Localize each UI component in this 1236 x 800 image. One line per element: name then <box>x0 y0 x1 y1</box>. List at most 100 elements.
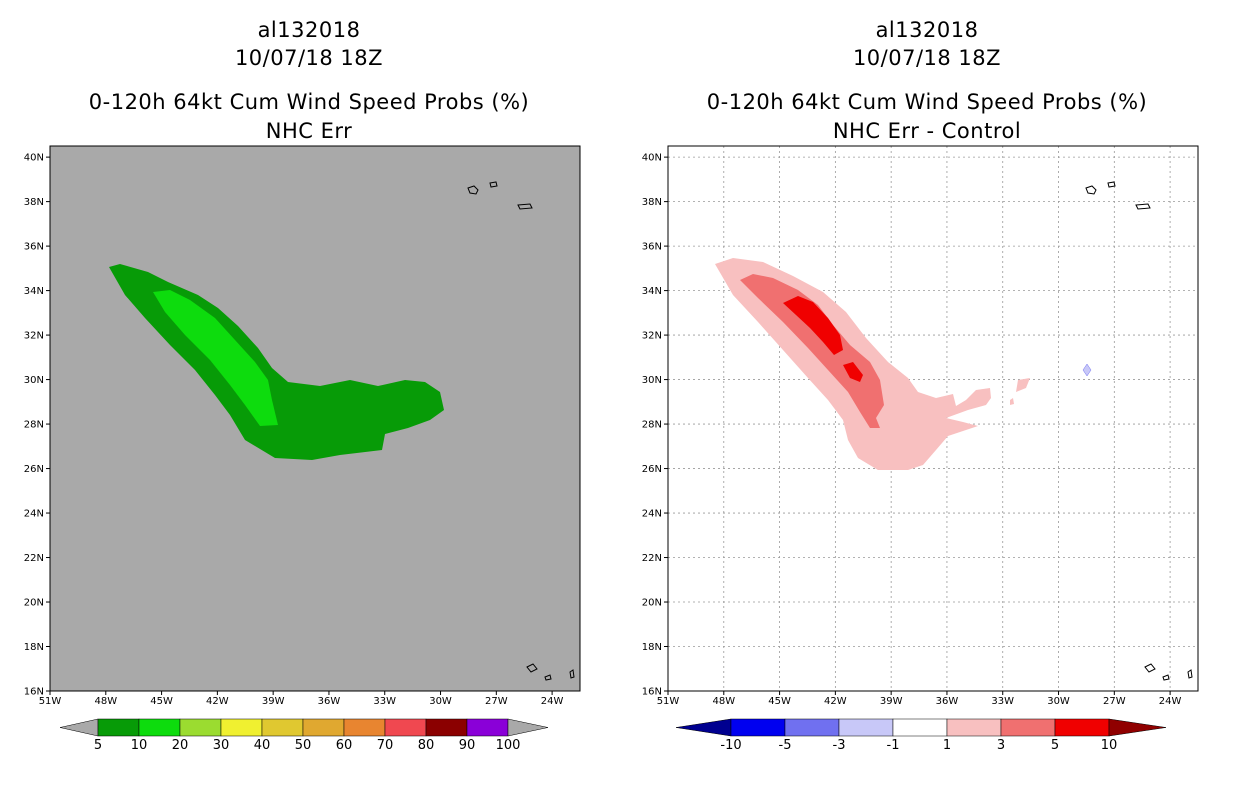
lat-tick-label: 40N <box>24 153 44 164</box>
map-right: 40N38N36N34N32N30N28N26N24N22N20N18N16N5… <box>642 145 1199 753</box>
lat-tick-label: 20N <box>642 598 662 609</box>
diff-contour-5b <box>843 362 863 382</box>
colorbar: 5 10 20 30 40 50 60 70 80 90 100 <box>59 718 549 753</box>
colorbar-right-arrow <box>507 718 549 737</box>
lon-tick-label: 24W <box>541 696 564 707</box>
lat-tick-label: 24N <box>24 509 44 520</box>
lon-tick-label: 27W <box>485 696 508 707</box>
colorbar-box <box>466 718 509 737</box>
product-title: 0-120h 64kt Cum Wind Speed Probs (%) <box>88 90 530 114</box>
lon-tick-label: 42W <box>206 696 229 707</box>
lat-tick-label: 34N <box>24 286 44 297</box>
lon-tick-label: 48W <box>712 696 735 707</box>
lat-tick-label: 30N <box>24 375 44 386</box>
lon-tick-label: 24W <box>1159 696 1182 707</box>
colorbar-box <box>302 718 345 737</box>
colorbar-label: 5 <box>94 738 102 753</box>
colorbar-label: -3 <box>833 738 846 753</box>
lat-tick-label: 18N <box>642 642 662 653</box>
island-canary-3 <box>1187 669 1193 679</box>
island-canary-1 <box>1144 663 1156 673</box>
colorbar-label: 80 <box>418 738 435 753</box>
map-left: 40N38N36N34N32N30N28N26N24N22N20N18N16N5… <box>24 145 581 753</box>
colorbar-label: -1 <box>887 738 900 753</box>
gridlines <box>668 146 1198 691</box>
island-canary-2 <box>1162 674 1170 681</box>
colorbar-box <box>384 718 427 737</box>
lon-tick-label: 51W <box>39 696 62 707</box>
datetime-title: 10/07/18 18Z <box>234 46 384 70</box>
axis-ticks: 40N 38N 36N 34N 32N 30N 28N 26N 24N 22N 20N 18N 16N5… <box>642 153 1182 707</box>
colorbar-label: -5 <box>779 738 792 753</box>
island-azores-1 <box>1085 185 1097 195</box>
diff-contour-neg1 <box>1082 363 1092 377</box>
diff-contour-5 <box>783 296 843 355</box>
colorbar-box <box>784 718 840 737</box>
lat-tick-label: 30N <box>642 375 662 386</box>
lat-tick-label: 16N <box>24 687 44 698</box>
lon-tick-label: 51W <box>657 696 680 707</box>
island-canary-1 <box>526 663 538 673</box>
lat-tick-label: 16N <box>642 687 662 698</box>
lat-tick-label: 22N <box>24 553 44 564</box>
colorbar-label: -10 <box>720 738 741 753</box>
colorbar: -10 -5 -3 -1 1 3 5 10 <box>675 718 1167 753</box>
colorbar-box <box>220 718 263 737</box>
island-azores-1 <box>467 185 479 195</box>
island-azores-2 <box>489 181 498 188</box>
diff-contour-1c <box>1010 398 1014 405</box>
island-azores-3 <box>1135 203 1151 210</box>
colorbar-label: 30 <box>213 738 230 753</box>
colorbar-right-arrow <box>1108 718 1167 737</box>
colorbar-label: 1 <box>943 738 951 753</box>
island-azores-2 <box>1107 181 1116 188</box>
colorbar-label: 40 <box>254 738 271 753</box>
island-canary-3 <box>569 669 575 679</box>
lat-tick-label: 28N <box>642 420 662 431</box>
colorbar-label: 70 <box>377 738 394 753</box>
lat-tick-label: 24N <box>642 509 662 520</box>
colorbar-box <box>179 718 222 737</box>
storm-id-title: al132018 <box>875 18 979 42</box>
axis-ticks: 40N 38N 36N 34N 32N 30N 28N 26N 24N 22N 20N 18N 16N5… <box>24 153 564 707</box>
lon-tick-label: 42W <box>824 696 847 707</box>
colorbar-left-arrow <box>59 718 99 737</box>
colorbar-box <box>261 718 304 737</box>
lon-tick-label: 30W <box>1047 696 1070 707</box>
lat-tick-label: 40N <box>642 153 662 164</box>
lat-tick-label: 22N <box>642 553 662 564</box>
datetime-title: 10/07/18 18Z <box>852 46 1002 70</box>
island-azores-3 <box>517 203 533 210</box>
colorbar-label: 50 <box>295 738 312 753</box>
panel-nhc-err: al132018 10/07/18 18Z 0-120h 64kt Cum Wi… <box>24 18 581 753</box>
lat-tick-label: 18N <box>24 642 44 653</box>
colorbar-label: 60 <box>336 738 353 753</box>
lat-tick-label: 20N <box>24 598 44 609</box>
prob-contour-10 <box>153 290 278 426</box>
diff-contour-3 <box>740 274 884 428</box>
colorbar-label: 3 <box>997 738 1005 753</box>
colorbar-label: 10 <box>131 738 148 753</box>
lon-tick-label: 39W <box>262 696 285 707</box>
subtitle: NHC Err - Control <box>832 119 1022 143</box>
lon-tick-label: 48W <box>94 696 117 707</box>
storm-id-title: al132018 <box>257 18 361 42</box>
lat-tick-label: 34N <box>642 286 662 297</box>
lon-tick-label: 45W <box>150 696 173 707</box>
colorbar-label: 10 <box>1101 738 1118 753</box>
colorbar-label: 20 <box>172 738 189 753</box>
colorbar-box <box>97 718 140 737</box>
colorbar-left-arrow <box>675 718 732 737</box>
lat-tick-label: 32N <box>24 331 44 342</box>
lon-tick-label: 30W <box>429 696 452 707</box>
lat-tick-label: 38N <box>642 197 662 208</box>
subtitle: NHC Err <box>265 119 353 143</box>
lat-tick-label: 26N <box>642 464 662 475</box>
lat-tick-label: 26N <box>24 464 44 475</box>
lat-tick-label: 36N <box>24 242 44 253</box>
lon-tick-label: 33W <box>991 696 1014 707</box>
lon-tick-label: 39W <box>880 696 903 707</box>
lon-tick-label: 36W <box>936 696 959 707</box>
colorbar-box <box>1054 718 1110 737</box>
lat-tick-label: 28N <box>24 420 44 431</box>
